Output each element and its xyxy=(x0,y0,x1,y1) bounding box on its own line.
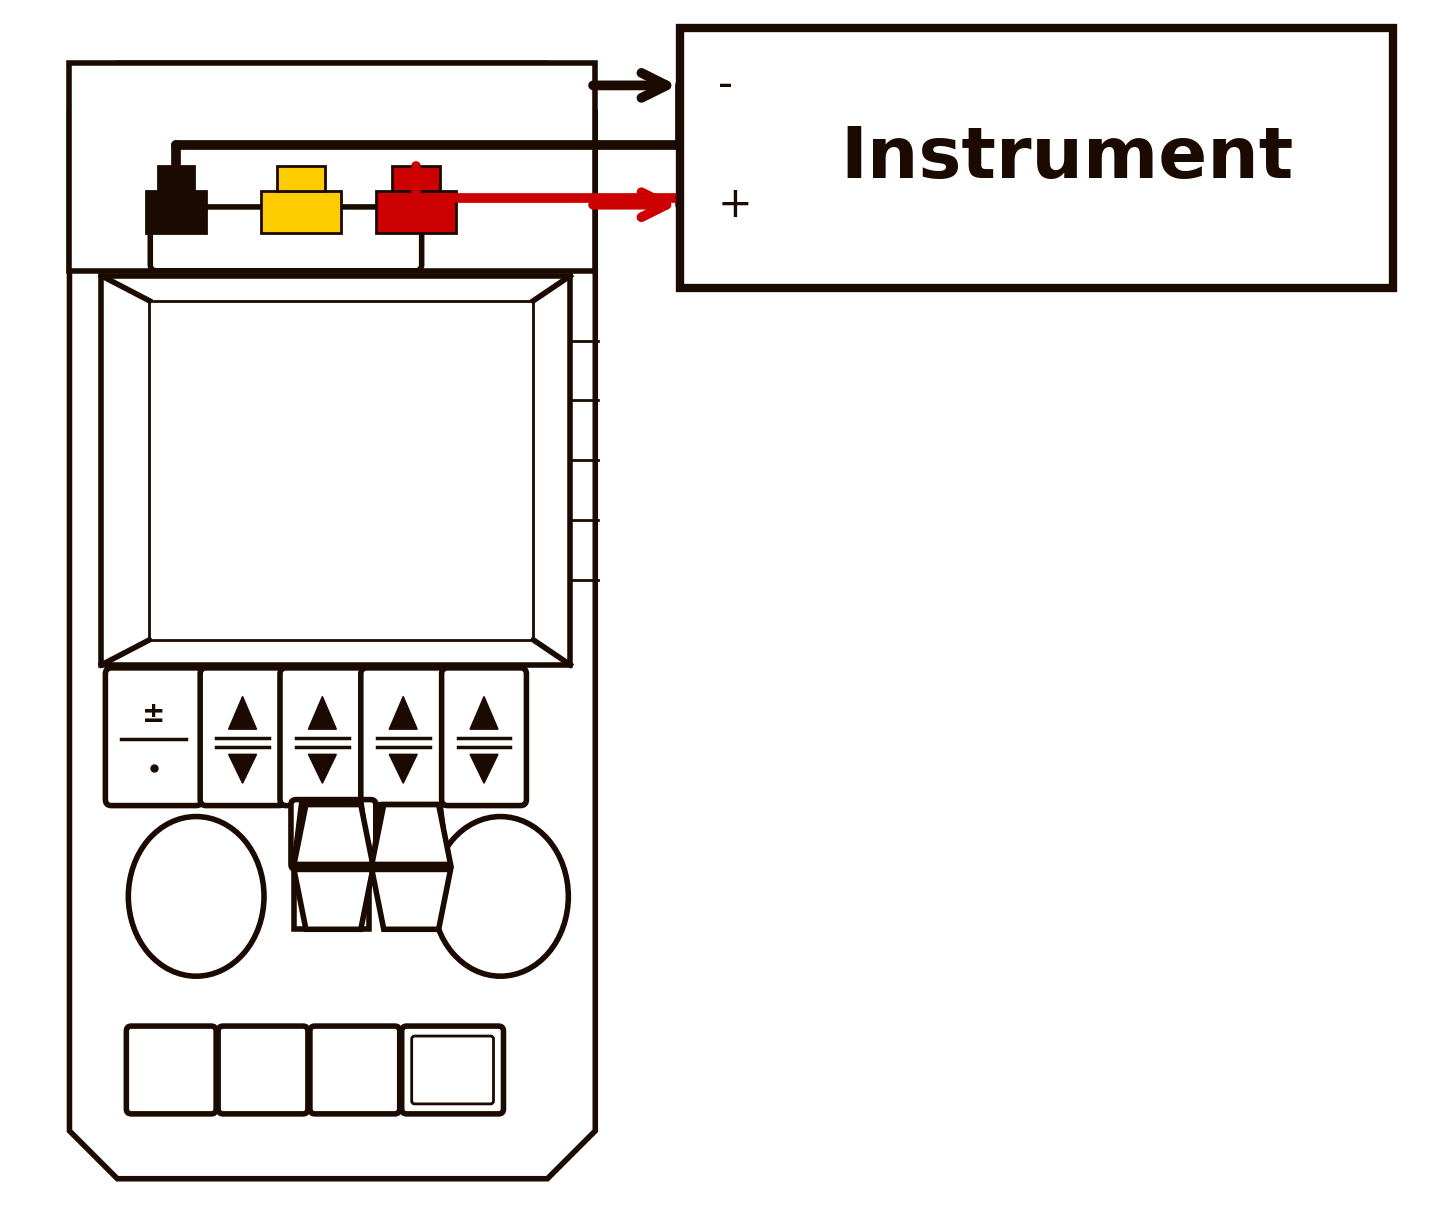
Text: Instrument: Instrument xyxy=(841,123,1293,192)
Bar xyxy=(276,166,325,191)
Ellipse shape xyxy=(129,817,263,976)
FancyBboxPatch shape xyxy=(200,668,285,806)
Bar xyxy=(149,301,533,639)
FancyBboxPatch shape xyxy=(150,207,421,271)
Bar xyxy=(70,63,596,271)
FancyBboxPatch shape xyxy=(291,800,375,870)
Bar xyxy=(680,28,1393,288)
Bar xyxy=(102,276,570,665)
Polygon shape xyxy=(308,696,337,729)
FancyBboxPatch shape xyxy=(106,668,202,806)
Polygon shape xyxy=(229,696,256,729)
Polygon shape xyxy=(294,804,372,865)
Bar xyxy=(159,166,195,191)
FancyBboxPatch shape xyxy=(126,1026,216,1114)
Polygon shape xyxy=(390,754,417,784)
Ellipse shape xyxy=(432,817,569,976)
Polygon shape xyxy=(294,870,369,929)
Polygon shape xyxy=(372,804,448,865)
FancyBboxPatch shape xyxy=(281,668,365,806)
FancyBboxPatch shape xyxy=(441,668,527,806)
Polygon shape xyxy=(70,63,596,1179)
Polygon shape xyxy=(470,754,498,784)
Polygon shape xyxy=(390,696,417,729)
Text: +: + xyxy=(717,184,753,225)
Bar xyxy=(146,191,206,233)
FancyBboxPatch shape xyxy=(309,1026,400,1114)
Polygon shape xyxy=(308,754,337,784)
Polygon shape xyxy=(294,870,372,929)
Bar xyxy=(392,166,440,191)
Polygon shape xyxy=(372,804,451,865)
Polygon shape xyxy=(372,870,451,929)
Text: ±: ± xyxy=(142,700,166,728)
FancyBboxPatch shape xyxy=(218,1026,308,1114)
Polygon shape xyxy=(470,696,498,729)
Text: -: - xyxy=(717,64,733,106)
Bar xyxy=(375,191,455,233)
Bar xyxy=(261,191,341,233)
FancyBboxPatch shape xyxy=(411,1036,494,1104)
FancyBboxPatch shape xyxy=(361,668,445,806)
Polygon shape xyxy=(229,754,256,784)
Polygon shape xyxy=(294,804,369,865)
FancyBboxPatch shape xyxy=(402,1026,504,1114)
